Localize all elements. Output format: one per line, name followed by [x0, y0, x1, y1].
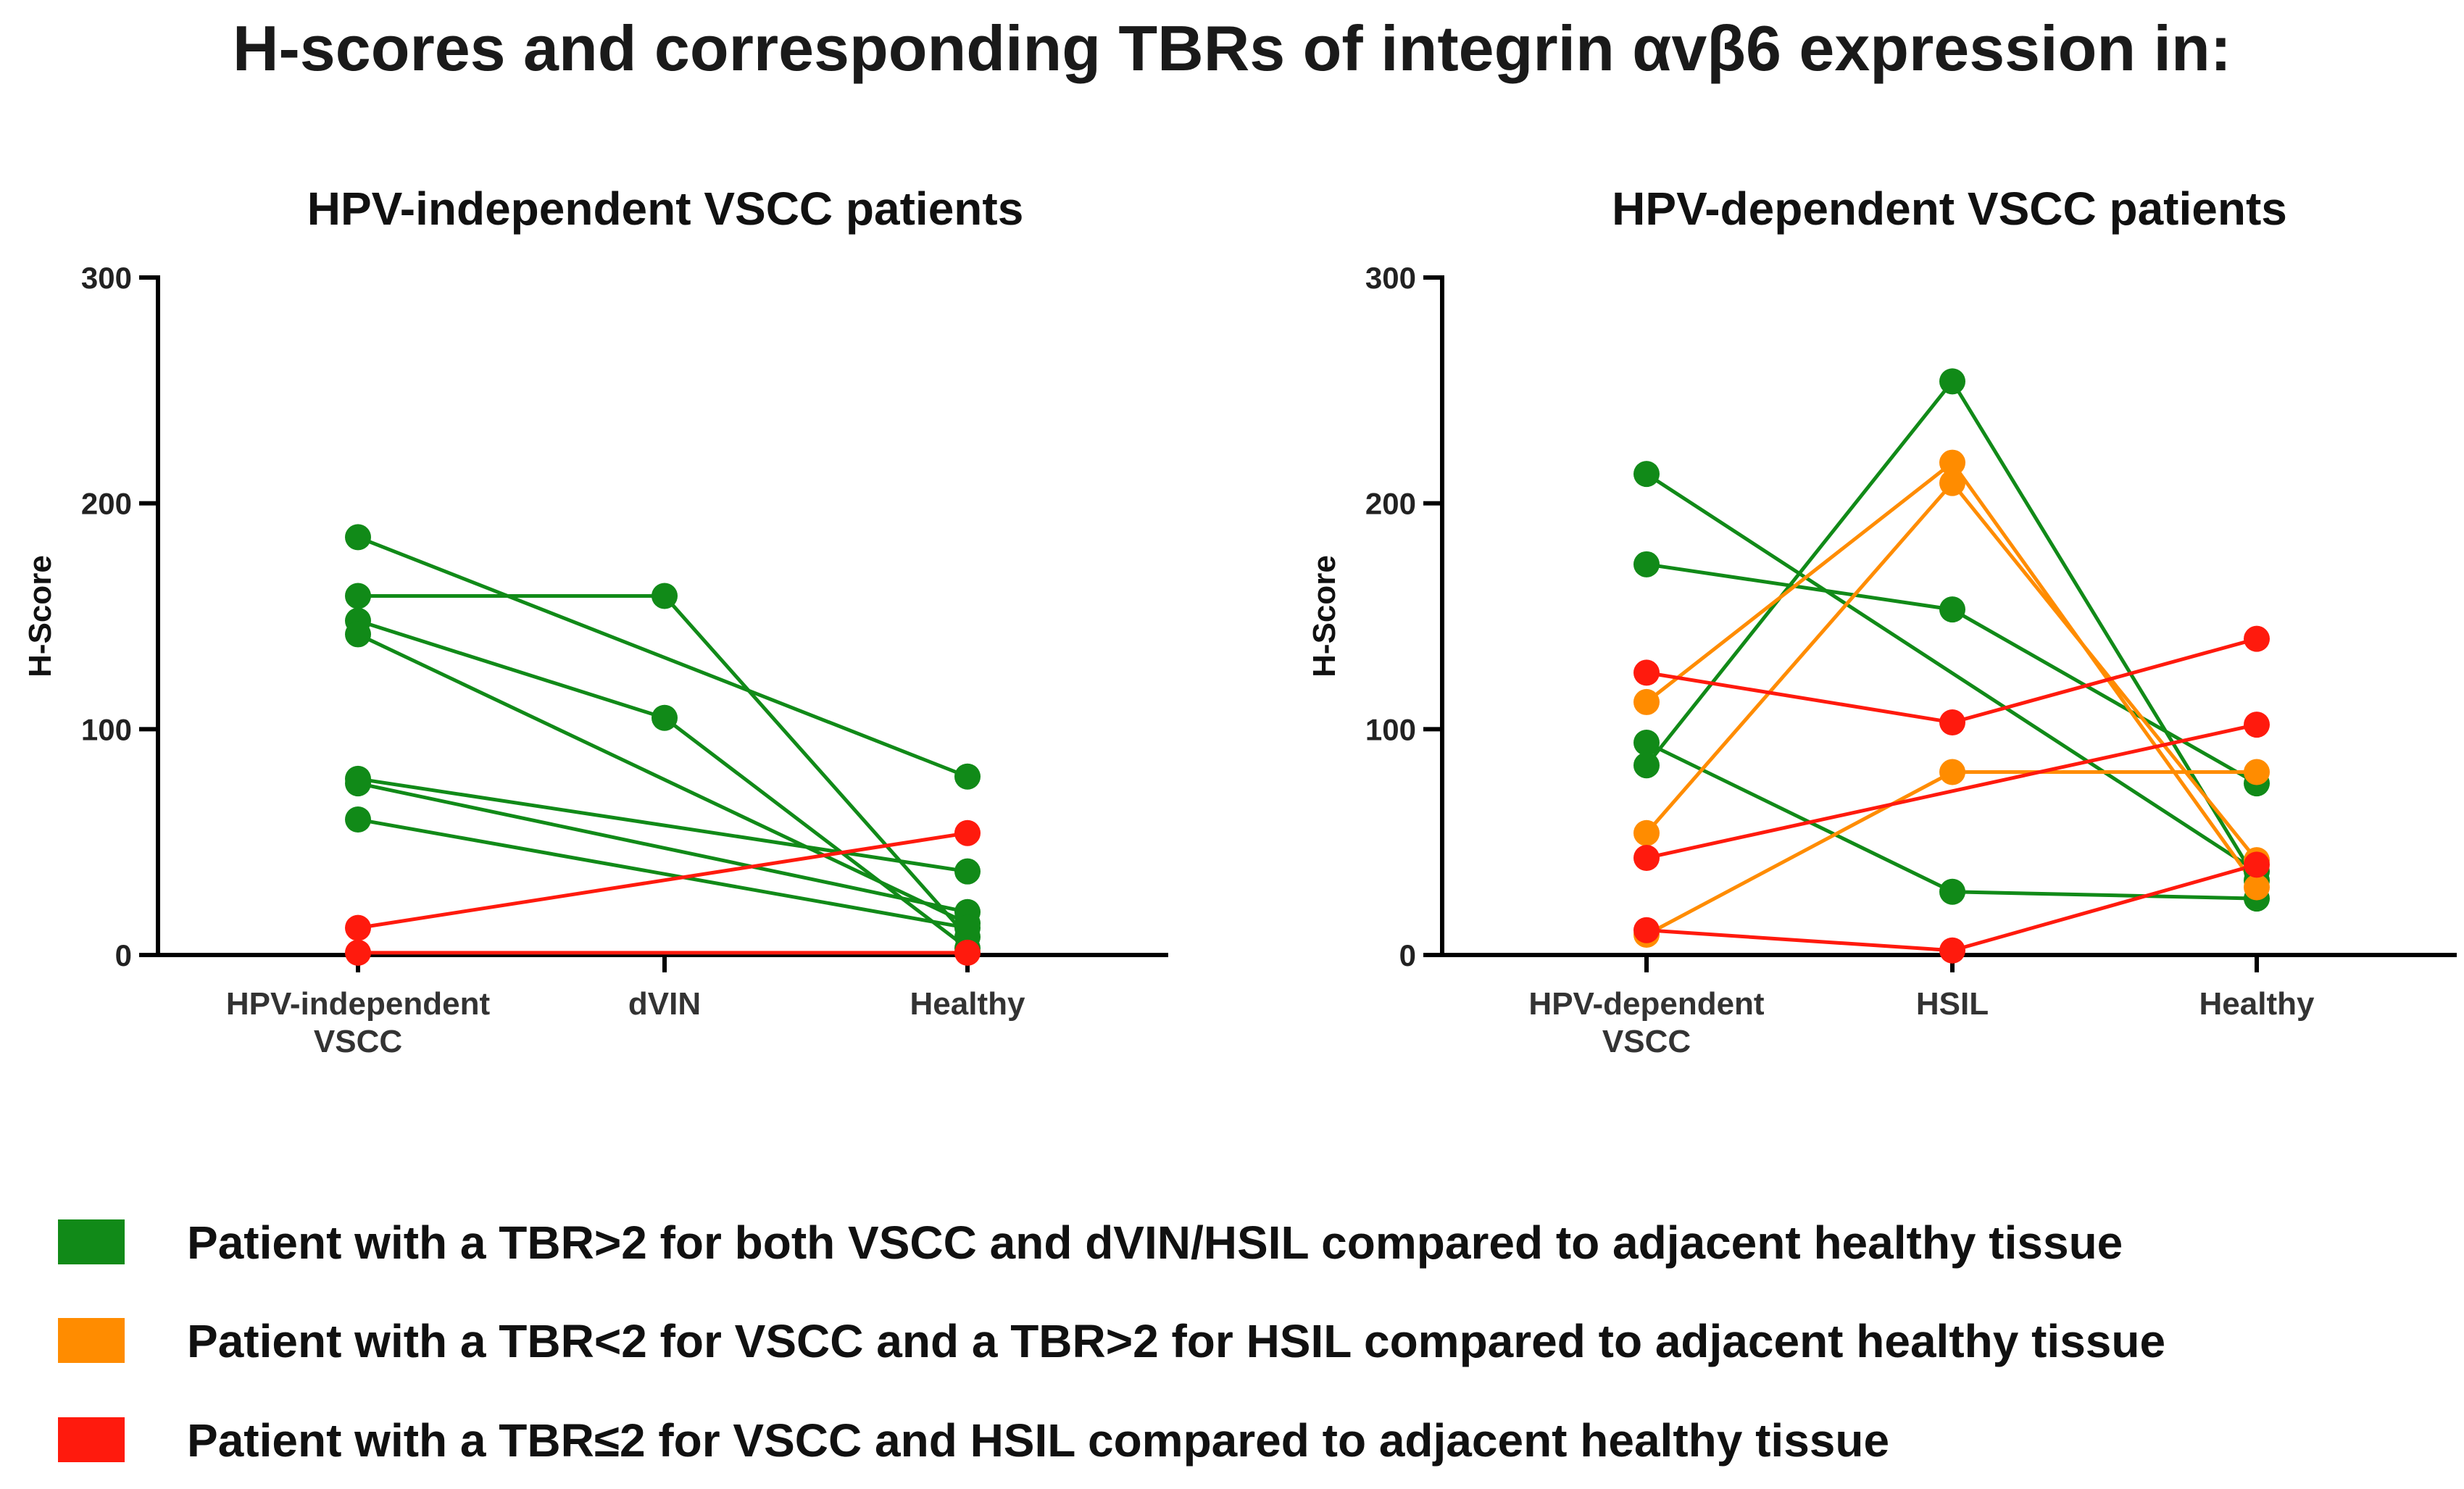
series-line-green: [357, 777, 968, 874]
y-tick-label: 300: [81, 261, 132, 295]
legend-text-red: Patient with a TBR≤2 for VSCC and HSIL c…: [187, 1414, 1890, 1467]
x-tick-label: Healthy: [2199, 986, 2315, 1022]
data-point-red: [1633, 844, 1660, 871]
x-tick-label: Healthy: [910, 986, 1025, 1022]
data-point-red: [2244, 712, 2270, 738]
data-point-green: [1939, 368, 1965, 395]
series-line-green: [358, 593, 969, 938]
data-point-orange: [1633, 688, 1660, 715]
series-line-red: [357, 831, 968, 930]
data-point-orange: [1939, 470, 1965, 496]
data-point-green: [1633, 730, 1660, 756]
legend-swatch-orange: [58, 1318, 125, 1363]
data-point-red: [1633, 659, 1660, 686]
data-point-orange: [1939, 759, 1965, 785]
series-line-green: [357, 817, 968, 930]
y-tick-label: 100: [81, 712, 132, 746]
x-tick-label: dVIN: [628, 986, 701, 1022]
series-line-orange: [1645, 770, 2257, 937]
series-line-green: [357, 781, 968, 914]
legend-item-green: Patient with a TBR>2 for both VSCC and d…: [58, 1214, 2377, 1269]
data-point-green: [1939, 878, 1965, 905]
y-tick-label: 0: [115, 938, 132, 972]
data-point-green: [345, 583, 371, 609]
data-point-red: [345, 914, 371, 941]
data-point-green: [345, 806, 371, 833]
y-tick-label: 200: [81, 487, 132, 521]
data-point-orange: [1633, 819, 1660, 846]
data-point-green: [652, 583, 678, 609]
x-tick-label: VSCC: [1602, 1024, 1691, 1059]
x-tick-label: VSCC: [314, 1024, 402, 1059]
data-point-orange: [2244, 759, 2270, 785]
y-tick-label: 200: [1365, 487, 1416, 521]
data-point-red: [1939, 937, 1965, 964]
legend-swatch-red: [58, 1417, 125, 1462]
y-tick-label: 100: [1365, 712, 1416, 746]
data-point-red: [1939, 709, 1965, 735]
series-line-red: [1646, 722, 2257, 860]
legend-swatch-green: [58, 1219, 125, 1264]
x-tick-label: HSIL: [1916, 986, 1989, 1022]
data-point-green: [1633, 461, 1660, 488]
series-line-green: [357, 619, 969, 950]
data-point-green: [954, 763, 981, 790]
data-point-red: [345, 939, 371, 966]
data-point-green: [1633, 752, 1660, 779]
series-line-green: [357, 633, 969, 925]
data-point-green: [954, 914, 981, 941]
data-point-red: [954, 819, 981, 846]
chart-title: HPV-independent VSCC patients: [307, 183, 1024, 235]
data-point-red: [2244, 625, 2270, 652]
data-point-green: [1633, 551, 1660, 577]
chart-title: HPV-dependent VSCC patients: [1612, 183, 2287, 235]
series-line-orange: [1645, 461, 2259, 888]
panel-hpv-dependent: HPV-dependent VSCC patients H-Score 0 100 20…: [1307, 183, 2457, 1059]
data-point-green: [345, 621, 371, 648]
series-line-green: [357, 535, 968, 779]
data-point-green: [345, 524, 371, 551]
x-tick-label: HPV-dependent: [1528, 986, 1764, 1022]
data-point-green: [652, 704, 678, 731]
data-point-green: [954, 858, 981, 885]
data-point-red: [1633, 917, 1660, 943]
data-point-green: [345, 770, 371, 797]
data-point-orange: [2244, 874, 2270, 901]
data-point-red: [954, 939, 981, 966]
panel-hpv-independent: HPV-independent VSCC patients H-Score 0 100…: [22, 183, 1168, 1059]
data-point-orange: [1939, 449, 1965, 476]
y-axis-label: H-Score: [1307, 555, 1342, 677]
y-axis-label: H-Score: [22, 555, 58, 677]
legend-item-red: Patient with a TBR≤2 for VSCC and HSIL c…: [58, 1411, 2377, 1467]
data-point-green: [1939, 596, 1965, 623]
x-tick-label: HPV-independent: [226, 986, 491, 1022]
data-point-red: [2244, 851, 2270, 878]
legend-text-green: Patient with a TBR>2 for both VSCC and d…: [187, 1217, 2123, 1269]
main-title: H-scores and corresponding TBRs of integ…: [232, 12, 2232, 84]
legend-item-orange: Patient with a TBR<2 for VSCC and a TBR>…: [58, 1312, 2377, 1367]
y-tick-label: 300: [1365, 261, 1416, 295]
charts-canvas: HPV-independent VSCC patients H-Score 0 100…: [22, 183, 2457, 1059]
series-line-green: [1645, 472, 2258, 873]
legend-text-orange: Patient with a TBR<2 for VSCC and a TBR>…: [187, 1315, 2166, 1367]
y-tick-label: 0: [1399, 938, 1416, 972]
